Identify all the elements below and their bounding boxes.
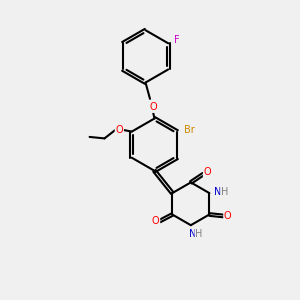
Text: H: H: [196, 229, 203, 238]
Text: N: N: [189, 229, 196, 238]
Text: Br: Br: [184, 125, 195, 135]
Text: N: N: [214, 187, 221, 196]
Text: O: O: [224, 211, 232, 221]
Text: O: O: [116, 125, 123, 135]
Text: O: O: [152, 216, 160, 226]
Text: H: H: [221, 187, 229, 196]
Text: O: O: [204, 167, 211, 177]
Text: F: F: [174, 35, 179, 45]
Text: O: O: [149, 102, 157, 112]
